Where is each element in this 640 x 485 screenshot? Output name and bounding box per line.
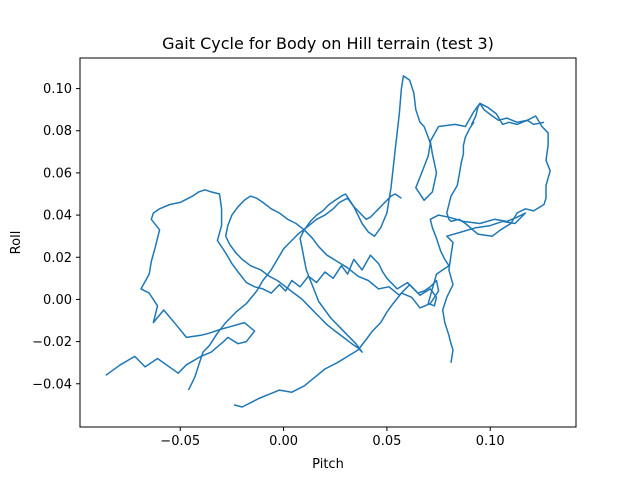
y-tick-label: −0.02 xyxy=(32,335,72,350)
x-tick-label: 0.00 xyxy=(269,434,298,449)
x-tick-label: 0.05 xyxy=(372,434,401,449)
chart-title: Gait Cycle for Body on Hill terrain (tes… xyxy=(162,34,494,53)
y-tick-label: 0.02 xyxy=(43,251,72,266)
plot-area-frame xyxy=(79,57,577,428)
series-line-2 xyxy=(187,75,551,391)
series-layer xyxy=(105,75,551,408)
y-tick-label: 0.08 xyxy=(43,124,72,139)
series-line-1 xyxy=(105,189,527,376)
x-tick-label: 0.10 xyxy=(476,434,505,449)
y-axis-label: Roll xyxy=(9,231,24,255)
y-tick-label: 0.00 xyxy=(43,293,72,308)
x-axis: −0.05 0.00 0.05 0.10 xyxy=(160,427,505,449)
series-line-3 xyxy=(224,193,440,408)
y-axis: −0.04 −0.02 0.00 0.02 0.04 0.06 0.08 0.10 xyxy=(32,82,80,392)
y-tick-label: −0.04 xyxy=(32,377,72,392)
y-tick-label: 0.06 xyxy=(43,166,72,181)
y-tick-label: 0.04 xyxy=(43,209,72,224)
y-tick-label: 0.10 xyxy=(43,82,72,97)
x-axis-label: Pitch xyxy=(312,457,344,472)
x-tick-label: −0.05 xyxy=(160,434,200,449)
